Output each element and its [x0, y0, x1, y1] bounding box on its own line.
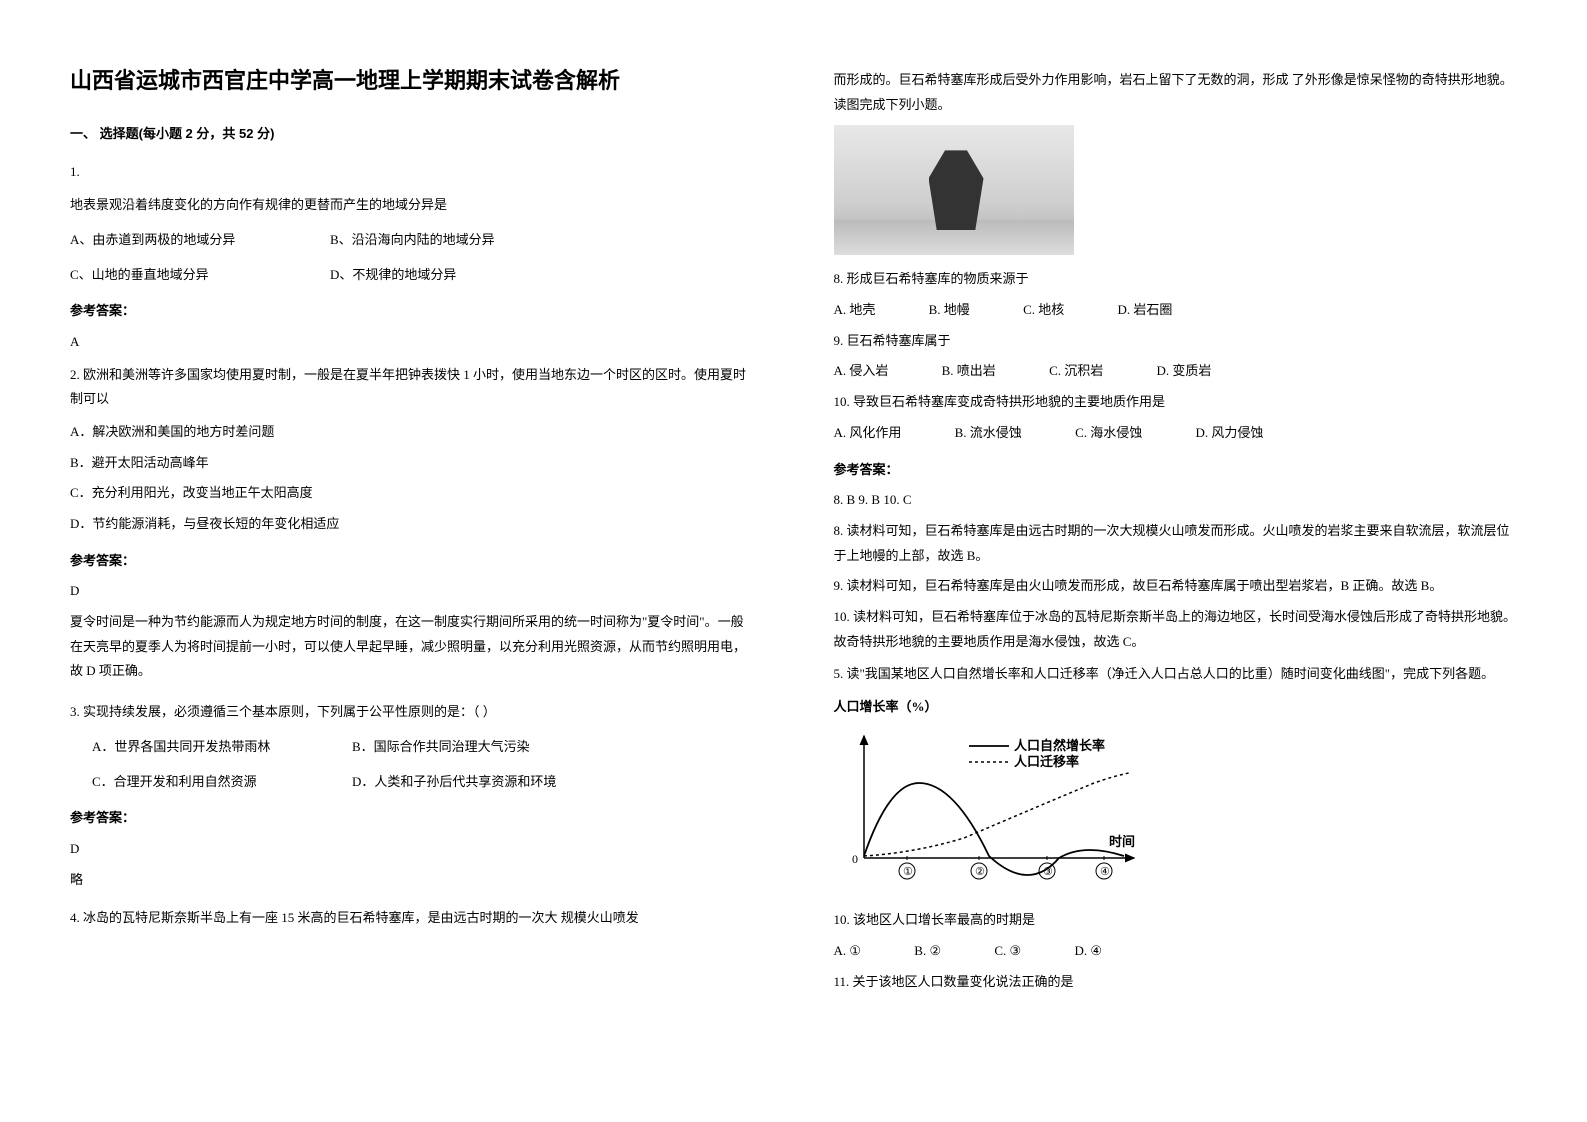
q3-note: 略 — [70, 868, 754, 893]
q2-option-c: C．充分利用阳光，改变当地正午太阳高度 — [70, 481, 754, 506]
q2-option-d: D．节约能源消耗，与昼夜长短的年变化相适应 — [70, 512, 754, 537]
q8-option-a: A. 地壳 — [834, 298, 876, 323]
q10b-option-b: B. ② — [914, 939, 941, 964]
answers-8-9-10: 8. B 9. B 10. C — [834, 488, 1518, 513]
q3-option-d: D．人类和子孙后代共享资源和环境 — [352, 770, 612, 795]
q10b-text: 10. 该地区人口增长率最高的时期是 — [834, 908, 1518, 933]
q9-option-d: D. 变质岩 — [1156, 359, 1211, 384]
q10a-option-b: B. 流水侵蚀 — [955, 421, 1022, 446]
page-title: 山西省运城市西官庄中学高一地理上学期期末试卷含解析 — [70, 60, 754, 102]
q4-continuation: 而形成的。巨石希特塞库形成后受外力作用影响，岩石上留下了无数的洞，形成 了外形像… — [834, 68, 1518, 117]
q1-number: 1. — [70, 160, 754, 185]
chart-origin: 0 — [852, 852, 858, 866]
answer-label: 参考答案： — [70, 806, 754, 831]
q10b-option-c: C. ③ — [994, 939, 1021, 964]
q10a-option-d: D. 风力侵蚀 — [1195, 421, 1263, 446]
q1-option-b: B、沿沿海向内陆的地域分异 — [330, 228, 590, 253]
q1-text: 地表景观沿着纬度变化的方向作有规律的更替而产生的地域分异是 — [70, 193, 754, 218]
q2-text: 2. 欧洲和美洲等许多国家均使用夏时制，一般是在夏半年把钟表拨快 1 小时，使用… — [70, 363, 754, 412]
q1-option-a: A、由赤道到两极的地域分异 — [70, 228, 330, 253]
q10a-text: 10. 导致巨石希特塞库变成奇特拱形地貌的主要地质作用是 — [834, 390, 1518, 415]
answer-label: 参考答案： — [70, 299, 754, 324]
rock-photo — [834, 125, 1074, 255]
q8-text: 8. 形成巨石希特塞库的物质来源于 — [834, 267, 1518, 292]
q3-option-c: C．合理开发和利用自然资源 — [92, 770, 352, 795]
q2-answer: D — [70, 579, 754, 604]
q5-text: 5. 读"我国某地区人口自然增长率和人口迁移率（净迁入人口占总人口的比重）随时间… — [834, 662, 1518, 687]
q3-text: 3. 实现持续发展，必须遵循三个基本原则，下列属于公平性原则的是：（ ） — [70, 700, 754, 725]
q10b-option-d: D. ④ — [1074, 939, 1102, 964]
tick-1: ① — [903, 866, 913, 878]
explain-8: 8. 读材料可知，巨石希特塞库是由远古时期的一次大规模火山喷发而形成。火山喷发的… — [834, 519, 1518, 568]
answer-label: 参考答案： — [834, 458, 1518, 483]
answer-label: 参考答案： — [70, 549, 754, 574]
q3-option-a: A．世界各国共同开发热带雨林 — [92, 735, 352, 760]
tick-2: ② — [975, 866, 985, 878]
q10a-option-a: A. 风化作用 — [834, 421, 902, 446]
q1-answer: A — [70, 330, 754, 355]
q1-option-c: C、山地的垂直地域分异 — [70, 263, 330, 288]
q1-option-d: D、不规律的地域分异 — [330, 263, 590, 288]
chart-xlabel: 时间 — [1109, 834, 1135, 849]
legend-dashed: 人口迁移率 — [1014, 754, 1079, 769]
q2-option-a: A．解决欧洲和美国的地方时差问题 — [70, 420, 754, 445]
q9-option-c: C. 沉积岩 — [1049, 359, 1103, 384]
tick-4: ④ — [1100, 866, 1110, 878]
q11-text: 11. 关于该地区人口数量变化说法正确的是 — [834, 970, 1518, 995]
q3-answer: D — [70, 837, 754, 862]
q8-option-d: D. 岩石圈 — [1117, 298, 1172, 323]
q2-option-b: B．避开太阳活动高峰年 — [70, 451, 754, 476]
q2-explanation: 夏令时间是一种为节约能源而人为规定地方时间的制度，在这一制度实行期间所采用的统一… — [70, 610, 754, 684]
q9-option-a: A. 侵入岩 — [834, 359, 889, 384]
chart-title: 人口增长率（%） — [834, 695, 1518, 720]
q9-option-b: B. 喷出岩 — [942, 359, 996, 384]
q9-text: 9. 巨石希特塞库属于 — [834, 329, 1518, 354]
q3-option-b: B．国际合作共同治理大气污染 — [352, 735, 612, 760]
q8-option-c: C. 地核 — [1023, 298, 1064, 323]
explain-9: 9. 读材料可知，巨石希特塞库是由火山喷发而形成，故巨石希特塞库属于喷出型岩浆岩… — [834, 574, 1518, 599]
q8-option-b: B. 地幔 — [929, 298, 970, 323]
q4-text: 4. 冰岛的瓦特尼斯奈斯半岛上有一座 15 米高的巨石希特塞库，是由远古时期的一… — [70, 906, 754, 931]
legend-solid: 人口自然增长率 — [1014, 738, 1105, 753]
section-header: 一、 选择题(每小题 2 分，共 52 分) — [70, 122, 754, 147]
population-chart: 0 时间 人口自然增长率 人口迁移率 ① ② ③ ④ — [834, 728, 1144, 888]
tick-3: ③ — [1043, 866, 1053, 878]
q10b-option-a: A. ① — [834, 939, 862, 964]
q10a-option-c: C. 海水侵蚀 — [1075, 421, 1142, 446]
explain-10: 10. 读材料可知，巨石希特塞库位于冰岛的瓦特尼斯奈斯半岛上的海边地区，长时间受… — [834, 605, 1518, 654]
